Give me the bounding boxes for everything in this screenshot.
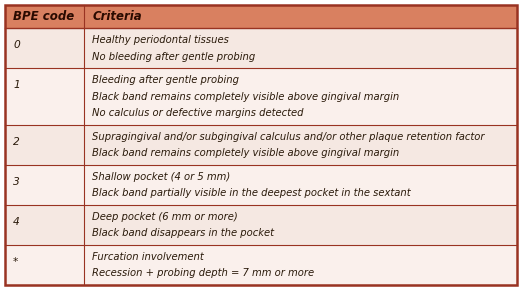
Bar [5, 205, 517, 245]
Text: 4: 4 [13, 217, 20, 226]
Bar [5, 245, 517, 285]
Text: BPE code: BPE code [13, 10, 74, 23]
Text: 0: 0 [13, 39, 20, 50]
Text: 3: 3 [13, 177, 20, 186]
Text: Black band partially visible in the deepest pocket in the sextant: Black band partially visible in the deep… [92, 188, 411, 198]
Text: Healthy periodontal tissues: Healthy periodontal tissues [92, 35, 229, 45]
Bar [5, 5, 517, 28]
Text: No calculus or defective margins detected: No calculus or defective margins detecte… [92, 108, 304, 119]
Text: Black band remains completely visible above gingival margin: Black band remains completely visible ab… [92, 148, 400, 158]
Text: 2: 2 [13, 137, 20, 146]
Text: Recession + probing depth = 7 mm or more: Recession + probing depth = 7 mm or more [92, 269, 314, 278]
Text: Shallow pocket (4 or 5 mm): Shallow pocket (4 or 5 mm) [92, 171, 231, 182]
Bar [5, 125, 517, 165]
Text: Deep pocket (6 mm or more): Deep pocket (6 mm or more) [92, 211, 238, 222]
Bar [5, 68, 517, 125]
Bar [5, 28, 517, 68]
Text: Bleeding after gentle probing: Bleeding after gentle probing [92, 75, 240, 85]
Text: Supragingival and/or subgingival calculus and/or other plaque retention factor: Supragingival and/or subgingival calculu… [92, 132, 485, 142]
Text: *: * [13, 257, 18, 267]
Text: Black band remains completely visible above gingival margin: Black band remains completely visible ab… [92, 92, 400, 102]
Text: Furcation involvement: Furcation involvement [92, 251, 204, 262]
Bar [5, 165, 517, 205]
Text: No bleeding after gentle probing: No bleeding after gentle probing [92, 52, 256, 61]
Text: 1: 1 [13, 79, 20, 90]
Text: Black band disappears in the pocket: Black band disappears in the pocket [92, 229, 275, 238]
Text: Criteria: Criteria [92, 10, 142, 23]
